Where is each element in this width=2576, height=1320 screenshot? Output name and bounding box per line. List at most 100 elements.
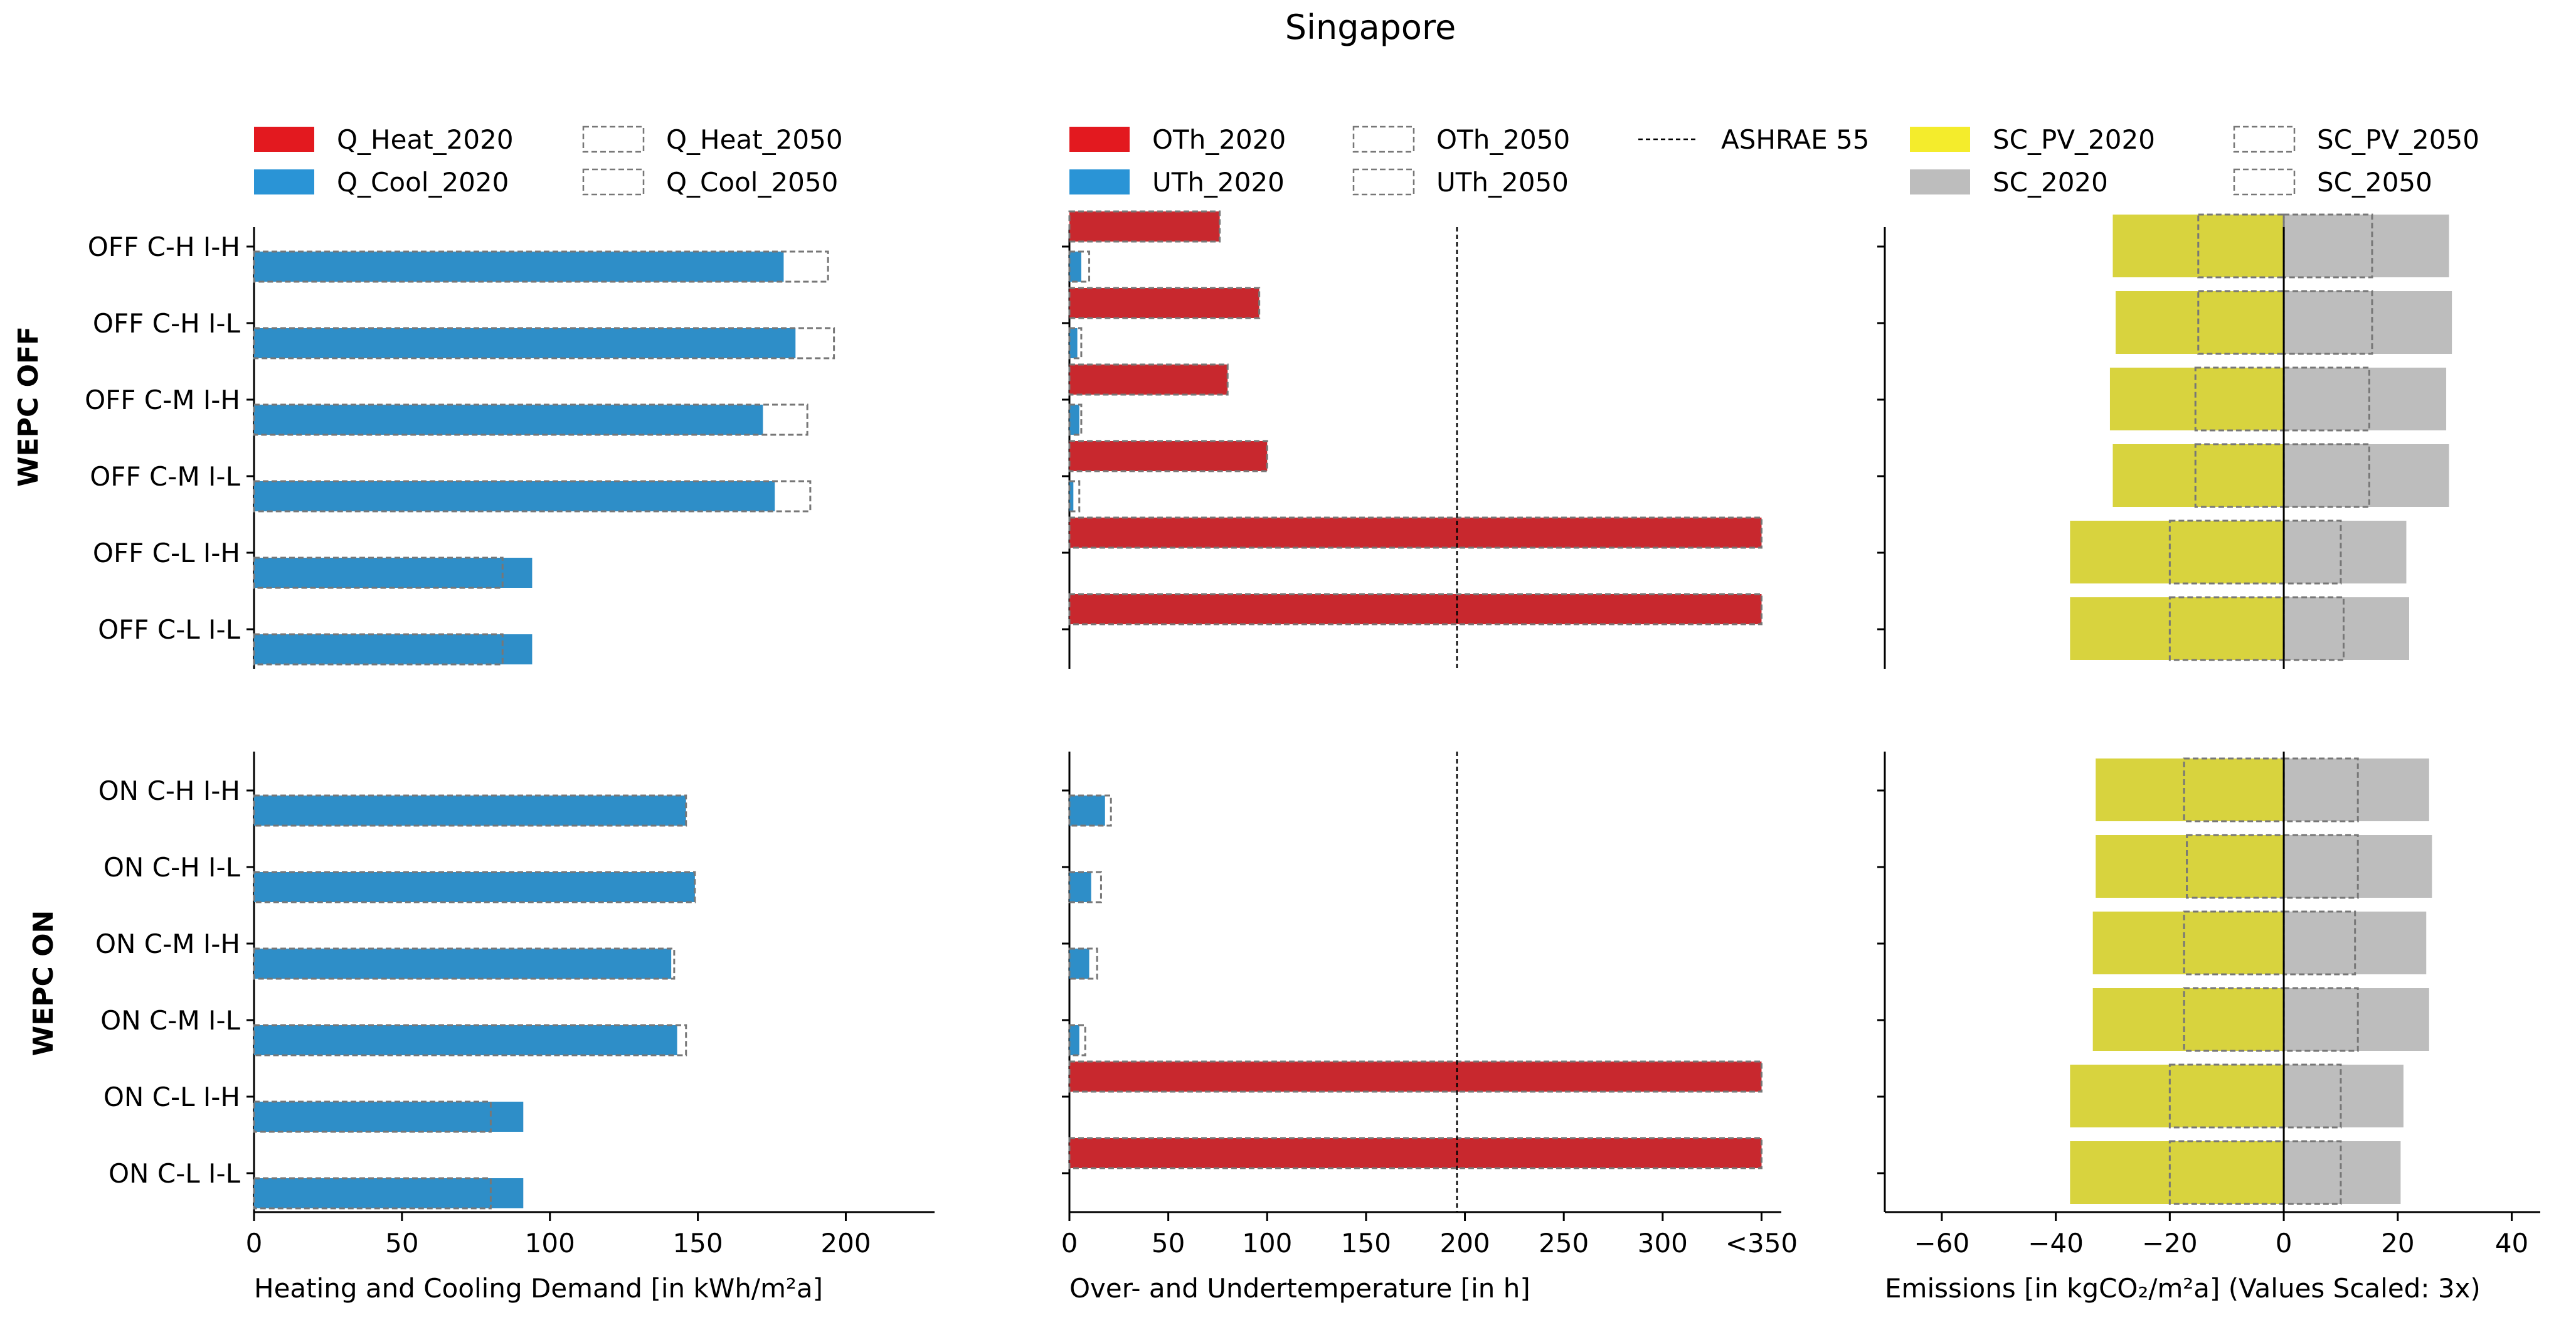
- legend-label: Q_Heat_2020: [337, 124, 514, 155]
- bar-oth-2050: [1068, 1137, 1762, 1169]
- bar-sc-2020: [2284, 215, 2449, 277]
- panel3-x-tick-label: −40: [2028, 1228, 2084, 1259]
- bar-oth-2020: [1069, 211, 1220, 242]
- legend-label: Q_Cool_2020: [337, 167, 509, 198]
- legend-label: SC_2020: [1993, 167, 2108, 198]
- bar-q-cool-2050: [253, 794, 687, 827]
- legend-label: SC_PV_2020: [1993, 124, 2155, 155]
- panel1-x-axis-label: Heating and Cooling Demand [in kWh/m²a]: [254, 1273, 823, 1304]
- bar-sc-2050: [2282, 910, 2356, 976]
- bar-uth-2020: [1069, 872, 1091, 902]
- panel3-x-tick-label: −20: [2142, 1228, 2198, 1259]
- bar-uth-2050: [1068, 480, 1081, 513]
- legend-label: SC_2050: [2317, 167, 2432, 198]
- bar-sc-2020: [2284, 758, 2429, 821]
- bar-sc-pv-2050: [2183, 910, 2285, 976]
- bar-q-cool-2020: [254, 1025, 677, 1055]
- bar-q-cool-2020: [254, 481, 775, 511]
- bar-sc-2020: [2284, 597, 2409, 660]
- panel3-x-axis-label: Emissions [in kgCO₂/m²a] (Values Scaled:…: [1885, 1273, 2481, 1304]
- bar-sc-2050: [2282, 290, 2373, 355]
- panel3-x-tick-label: −60: [1914, 1228, 1970, 1259]
- bar-oth-2020: [1069, 365, 1228, 395]
- bar-sc-2050: [2282, 213, 2373, 279]
- panel2-x-tick-label: 0: [1061, 1228, 1078, 1259]
- row-label: OFF C-H I-L: [93, 308, 241, 339]
- legend-swatch: [2233, 125, 2296, 153]
- bar-oth-2050: [1068, 363, 1229, 396]
- bar-oth-2020: [1069, 518, 1762, 548]
- legend-label: Q_Cool_2050: [666, 167, 838, 198]
- bar-sc-pv-2020: [2092, 988, 2284, 1051]
- legend-label: ASHRAE 55: [1721, 124, 1870, 155]
- bar-uth-2020: [1069, 405, 1079, 435]
- panel2-x-tick-label: 150: [1341, 1228, 1391, 1259]
- bar-q-cool-2050: [253, 1177, 492, 1210]
- bar-q-cool-2020: [254, 1102, 524, 1132]
- bar-oth-2050: [1068, 440, 1268, 472]
- row-label: ON C-L I-H: [103, 1082, 240, 1112]
- bar-sc-pv-2020: [2116, 291, 2284, 354]
- bar-uth-2050: [1068, 403, 1083, 436]
- bar-oth-2050: [1068, 516, 1762, 549]
- row-label: ON C-H I-H: [98, 775, 240, 806]
- bar-uth-2020: [1069, 481, 1074, 511]
- bar-q-cool-2050: [253, 556, 504, 589]
- row-label: ON C-M I-L: [100, 1005, 240, 1036]
- bar-sc-2020: [2284, 1065, 2404, 1127]
- bar-uth-2020: [1069, 796, 1105, 826]
- bar-uth-2050: [1068, 794, 1112, 827]
- bar-sc-pv-2020: [2070, 1065, 2284, 1127]
- bar-q-cool-2020: [254, 949, 672, 979]
- row-label: OFF C-L I-L: [98, 614, 240, 645]
- panel1-x-tick-label: 100: [525, 1228, 575, 1259]
- bar-sc-pv-2020: [2070, 597, 2284, 660]
- bar-q-cool-2050: [253, 327, 835, 359]
- legend-swatch: [582, 125, 645, 153]
- row-label: OFF C-L I-H: [93, 538, 240, 568]
- legend-label: UTh_2050: [1436, 167, 1569, 198]
- bar-sc-pv-2020: [2070, 521, 2284, 583]
- bar-oth-2020: [1069, 1138, 1762, 1168]
- bar-uth-2020: [1069, 949, 1089, 979]
- panel1-x-tick-label: 150: [673, 1228, 723, 1259]
- bar-oth-2050: [1068, 210, 1221, 243]
- panel1-x-tick-label: 0: [246, 1228, 263, 1259]
- bar-oth-2050: [1068, 1060, 1762, 1093]
- legend-label: SC_PV_2050: [2317, 124, 2479, 155]
- panel2-x-tick-label: 300: [1638, 1228, 1688, 1259]
- bar-oth-2050: [1068, 593, 1762, 625]
- bar-sc-2020: [2284, 988, 2429, 1051]
- legend-swatch: [254, 127, 314, 152]
- bar-q-cool-2020: [254, 252, 784, 282]
- bar-sc-2050: [2282, 519, 2342, 585]
- bar-sc-pv-2020: [2112, 444, 2284, 507]
- bar-sc-pv-2020: [2096, 835, 2284, 898]
- panel3-x-tick-label: 20: [2381, 1228, 2414, 1259]
- bar-sc-2020: [2284, 521, 2407, 583]
- panel2-x-tick-label: 100: [1242, 1228, 1292, 1259]
- bar-sc-pv-2020: [2070, 1141, 2284, 1204]
- bar-uth-2020: [1069, 328, 1078, 358]
- bar-uth-2050: [1068, 871, 1102, 903]
- bar-uth-2050: [1068, 250, 1091, 283]
- bar-oth-2020: [1069, 288, 1259, 318]
- legend-swatch: [1910, 127, 1970, 152]
- bar-q-cool-2050: [253, 1024, 687, 1057]
- legend-label: OTh_2050: [1436, 124, 1570, 155]
- bar-oth-2050: [1068, 287, 1261, 319]
- bar-sc-pv-2020: [2096, 758, 2284, 821]
- panel1-x-tick-label: 200: [820, 1228, 871, 1259]
- bar-uth-2020: [1069, 1025, 1079, 1055]
- bar-q-cool-2020: [254, 634, 533, 664]
- panel2-x-axis-label: Over- and Undertemperature [in h]: [1069, 1273, 1530, 1304]
- legend-swatch: [2233, 168, 2296, 196]
- legend-swatch: [1069, 127, 1130, 152]
- legend-swatch: [1352, 125, 1415, 153]
- bar-q-cool-2020: [254, 1178, 524, 1208]
- legend-swatch: [1352, 168, 1415, 196]
- legend-swatch: [1910, 169, 1970, 194]
- bar-sc-2020: [2284, 1141, 2401, 1204]
- bar-oth-2020: [1069, 441, 1268, 471]
